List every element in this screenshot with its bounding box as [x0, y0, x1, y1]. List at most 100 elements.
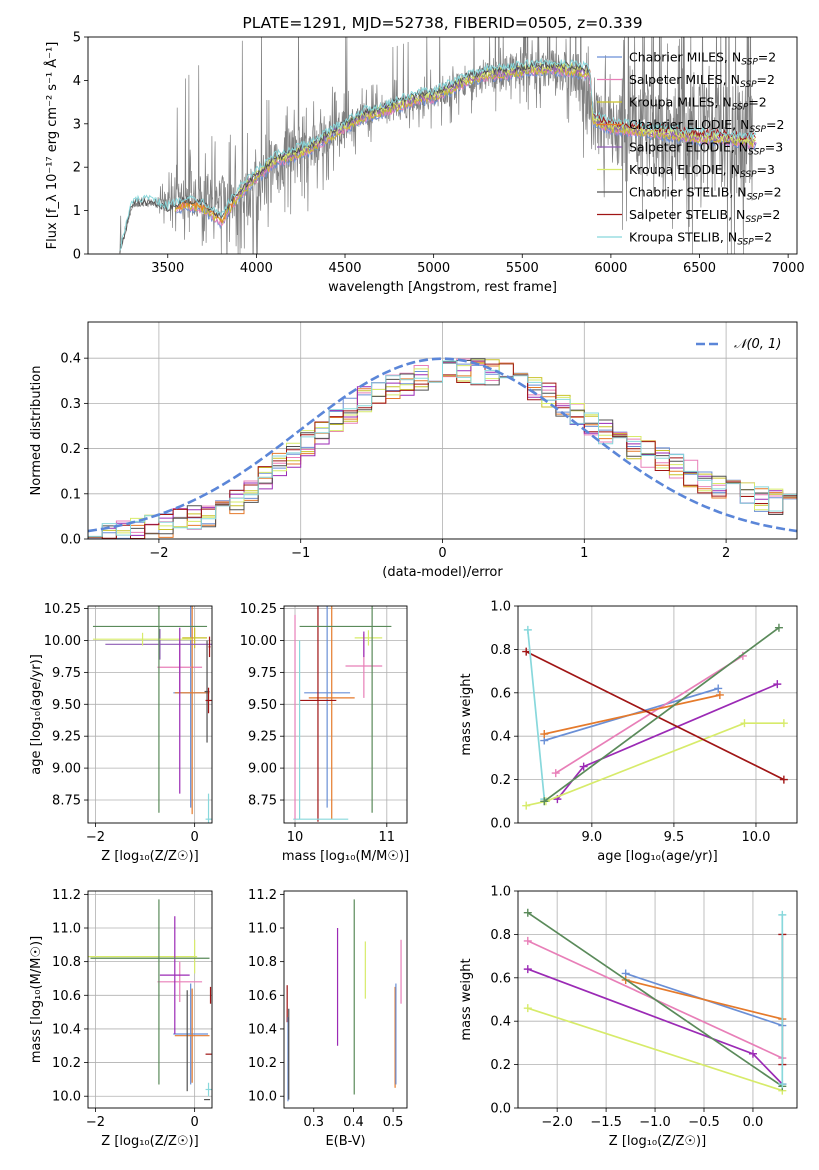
y-tick-label: 0.6: [490, 686, 511, 701]
chart-age-vs-Z: −2 0 8.75 9.00 9.25 9.50 9.75 10.00 10.25 Z [log₁…: [29, 602, 213, 864]
x-tick-label: 0.4: [343, 1115, 364, 1130]
plot-area: [518, 606, 797, 823]
x-tick-label: 0.5: [383, 1115, 404, 1130]
x-tick-label: 2: [722, 546, 730, 561]
plot-area: [284, 606, 407, 823]
y-axis-label: mass [log₁₀(M/M☉)]: [29, 936, 44, 1063]
y-tick-label: 10.4: [248, 1022, 277, 1037]
x-tick-label: −1.0: [639, 1115, 671, 1130]
y-axis-label: Flux [f_λ 10⁻¹⁷ erg cm⁻² s⁻¹ Å⁻¹]: [44, 42, 60, 250]
axes-frame: [87, 605, 213, 824]
chart-age-vs-mass: 10 11 8.75 9.00 9.25 9.50 9.75 10.00 10.25 mass […: [240, 602, 409, 864]
y-tick-label: 0.8: [490, 928, 511, 943]
series-line: [527, 911, 783, 1088]
y-tick-label: 1: [73, 204, 81, 219]
y-tick-label: 3: [73, 117, 81, 132]
y-tick-label: 0.8: [490, 643, 511, 658]
data-point-marker: [579, 762, 588, 771]
y-tick-label: 0.4: [60, 352, 81, 367]
normal-reference-curve: [88, 357, 797, 533]
x-tick-label: 4000: [240, 261, 273, 276]
y-tick-label: 2: [73, 161, 81, 176]
x-tick-label: 6500: [683, 261, 716, 276]
y-tick-label: 1.0: [490, 885, 511, 900]
y-tick-label: 10.2: [248, 1056, 277, 1071]
x-tick-label: 4500: [328, 261, 361, 276]
y-tick-label: 10.00: [44, 634, 81, 649]
x-axis-label: age [log₁₀(age/yr)]: [597, 849, 718, 864]
y-tick-label: 0.1: [60, 487, 81, 502]
data-point-marker: [714, 684, 723, 693]
chart-mass-weight-vs-Z: −2.0 −1.5 −1.0 −0.5 0.0 0.0 0.2 0.4 0.6 0.8 1.0 Z […: [459, 885, 798, 1149]
legend-label: Kroupa MILES, NSSP=2: [629, 95, 767, 113]
y-tick-label: 10.6: [248, 989, 277, 1004]
y-tick-label: 10.0: [248, 1090, 277, 1105]
y-tick-label: 10.0: [52, 1090, 81, 1105]
y-tick-label: 9.25: [248, 730, 277, 745]
series-line: [543, 627, 780, 802]
x-axis-label: Z [log₁₀(Z/Z☉)]: [101, 1134, 198, 1149]
plot-area: [119, 37, 757, 254]
y-tick-label: 9.75: [248, 666, 277, 681]
data-point-marker: [774, 623, 783, 632]
y-tick-label: 9.75: [52, 666, 81, 681]
legend-label: 𝒩(0, 1): [734, 337, 781, 352]
y-tick-label: 11.0: [248, 922, 277, 937]
x-tick-label: 0.0: [743, 1115, 764, 1130]
data-point-marker: [523, 936, 532, 945]
y-tick-label: 0.0: [490, 1102, 511, 1117]
legend-label: Salpeter ELODIE, NSSP=3: [629, 140, 783, 158]
y-tick-label: 0.6: [490, 971, 511, 986]
chart-mass-vs-EBV: 0.3 0.4 0.5 10.0 10.2 10.4 10.6 10.8 11.0 11.2 E(B…: [248, 888, 408, 1149]
data-point-marker: [522, 647, 531, 656]
x-tick-label: 3500: [151, 261, 184, 276]
legend-label: Chabrier ELODIE, NSSP=2: [629, 117, 784, 135]
x-tick-label: 10: [287, 830, 304, 845]
x-tick-label: 5500: [506, 261, 539, 276]
chart-spectrum: 3500 4000 4500 5000 5500 6000 6500 7000 0 1 2 3 4 5 wa…: [44, 14, 805, 295]
x-tick-label: −2.0: [541, 1115, 573, 1130]
y-tick-label: 10.25: [240, 602, 277, 617]
x-axis-label: Z [log₁₀(Z/Z☉)]: [101, 849, 198, 864]
axes-frame: [87, 890, 213, 1109]
data-point-marker: [523, 965, 532, 974]
y-tick-label: 0: [73, 248, 81, 263]
x-tick-label: −2: [86, 830, 105, 845]
legend-label: Salpeter STELIB, NSSP=2: [629, 207, 780, 225]
data-point-marker: [523, 625, 532, 634]
y-axis-label: Normed distribution: [29, 366, 44, 496]
x-tick-label: −2: [149, 546, 168, 561]
legend-label: Kroupa ELODIE, NSSP=3: [629, 162, 775, 180]
series-line: [527, 1007, 783, 1092]
axes-frame: [283, 890, 408, 1109]
legend-label: Kroupa STELIB, NSSP=2: [629, 230, 772, 248]
data-point-marker: [778, 1080, 787, 1089]
axes-frame: [517, 605, 798, 824]
series-line: [556, 683, 778, 800]
x-tick-label: 6000: [594, 261, 627, 276]
x-tick-label: 1: [580, 546, 588, 561]
x-axis-label: (data-model)/error: [382, 565, 503, 580]
y-tick-label: 0.2: [490, 1058, 511, 1073]
y-tick-label: 9.00: [248, 762, 277, 777]
x-tick-label: 11: [379, 830, 396, 845]
x-tick-label: 9.5: [664, 830, 685, 845]
x-tick-label: −2: [86, 1115, 105, 1130]
x-tick-label: 9.0: [582, 830, 603, 845]
chart-mass-weight-vs-age: 9.0 9.5 10.0 0.0 0.2 0.4 0.6 0.8 1.0 age [log₁₀(a…: [459, 600, 798, 864]
y-tick-label: 0.4: [490, 730, 511, 745]
data-point-marker: [779, 719, 788, 728]
x-tick-label: 0: [190, 830, 198, 845]
y-tick-label: 0.0: [490, 817, 511, 832]
data-point-marker: [540, 730, 549, 739]
y-tick-label: 0.0: [60, 533, 81, 548]
y-tick-label: 0.2: [490, 773, 511, 788]
y-tick-label: 11.0: [52, 922, 81, 937]
data-point-marker: [551, 769, 560, 778]
x-tick-label: −0.5: [688, 1115, 720, 1130]
series-line: [544, 694, 721, 735]
y-tick-label: 0.2: [60, 442, 81, 457]
legend-label: Chabrier STELIB, NSSP=2: [629, 185, 782, 203]
series-line: [526, 722, 784, 807]
y-tick-label: 10.25: [44, 602, 81, 617]
